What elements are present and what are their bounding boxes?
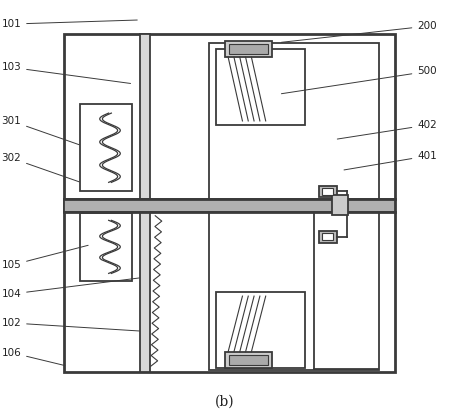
Text: 302: 302 <box>1 153 79 182</box>
Bar <box>323 188 333 195</box>
Text: 200: 200 <box>281 21 437 42</box>
Text: 105: 105 <box>1 245 88 270</box>
Text: 103: 103 <box>1 62 130 83</box>
Bar <box>64 34 395 372</box>
Bar <box>209 43 379 370</box>
Bar <box>216 49 306 125</box>
Bar <box>225 41 272 57</box>
Text: 101: 101 <box>1 19 137 29</box>
Text: 102: 102 <box>1 318 140 331</box>
Bar <box>64 199 395 212</box>
Bar <box>140 212 150 372</box>
Bar <box>80 213 132 281</box>
Bar <box>216 292 306 368</box>
Bar <box>319 186 337 197</box>
Text: 402: 402 <box>338 120 437 139</box>
Bar <box>140 34 150 199</box>
Text: 401: 401 <box>344 151 437 170</box>
Bar <box>80 105 132 191</box>
Text: 500: 500 <box>281 66 437 94</box>
Bar <box>333 195 348 215</box>
Text: (b): (b) <box>215 394 235 408</box>
Text: 106: 106 <box>1 348 65 366</box>
Bar <box>319 231 337 242</box>
Text: 301: 301 <box>1 116 79 145</box>
Bar <box>225 352 272 368</box>
Bar <box>229 355 268 365</box>
Bar <box>229 44 268 54</box>
Bar <box>323 234 333 240</box>
Text: 104: 104 <box>1 278 140 299</box>
